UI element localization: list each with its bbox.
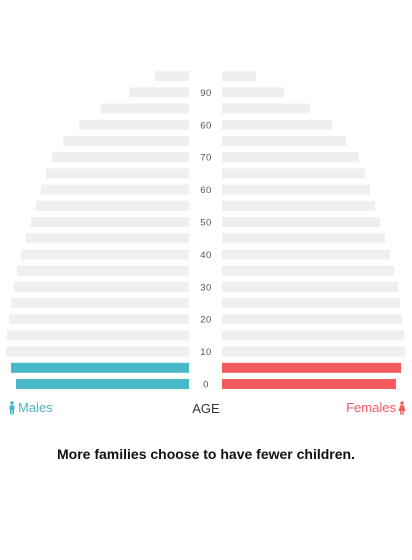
legend-females-label: Females <box>346 400 396 415</box>
male-bar <box>46 168 189 179</box>
female-bar <box>222 314 402 325</box>
female-bar <box>222 265 394 276</box>
age-tick-label: 90 <box>200 88 212 99</box>
male-bar <box>155 71 189 82</box>
male-bar <box>11 298 189 308</box>
male-bar <box>14 281 189 292</box>
age-tick-label: 70 <box>200 153 212 164</box>
age-tick-label: 20 <box>200 315 212 326</box>
female-bar <box>222 119 332 130</box>
male-bar <box>79 119 189 130</box>
female-person-icon <box>398 400 406 415</box>
female-bar <box>222 152 359 163</box>
male-bar <box>36 200 189 211</box>
female-bar <box>222 362 401 373</box>
age-tick-label: 40 <box>200 250 212 261</box>
male-bar <box>17 265 189 276</box>
male-bar <box>129 87 189 98</box>
legend-males: Males <box>8 400 53 415</box>
male-bar <box>52 152 189 163</box>
male-person-icon <box>9 400 15 414</box>
female-bar <box>222 71 256 82</box>
male-bar <box>16 379 189 389</box>
age-tick-label: 0 <box>203 380 209 391</box>
female-bar <box>222 281 398 292</box>
female-bar <box>222 136 346 146</box>
population-pyramid: 0 10 20 30 40 50 60 70 60 90 <box>6 71 405 391</box>
male-bar <box>11 362 189 373</box>
female-bar <box>222 298 400 308</box>
female-bar <box>222 217 380 227</box>
male-bar <box>101 103 189 114</box>
female-bar <box>222 330 404 341</box>
female-bar <box>222 168 365 179</box>
female-bar <box>222 249 390 260</box>
male-bar <box>31 217 189 227</box>
female-bar <box>222 379 396 389</box>
female-bar <box>222 200 375 211</box>
age-tick-label: 60 <box>200 120 212 131</box>
male-bar <box>21 249 189 260</box>
female-bar <box>222 346 405 357</box>
age-tick-label: 30 <box>200 282 212 293</box>
female-bar <box>222 87 284 98</box>
female-bar <box>222 233 385 244</box>
legend-males-label: Males <box>18 400 53 415</box>
male-bar <box>41 184 189 195</box>
female-bar <box>222 184 370 195</box>
male-bar <box>26 233 189 244</box>
age-axis-title: AGE <box>192 401 220 416</box>
male-bar <box>6 346 189 357</box>
female-bar <box>222 103 310 114</box>
age-tick-label: 10 <box>200 347 212 358</box>
male-bar <box>7 330 189 341</box>
age-tick-label: 60 <box>200 185 212 196</box>
age-tick-label: 50 <box>200 218 212 229</box>
male-bar <box>63 136 189 146</box>
male-bar <box>9 314 189 325</box>
chart-caption: More families choose to have fewer child… <box>57 446 355 462</box>
legend-females: Females <box>346 400 406 415</box>
